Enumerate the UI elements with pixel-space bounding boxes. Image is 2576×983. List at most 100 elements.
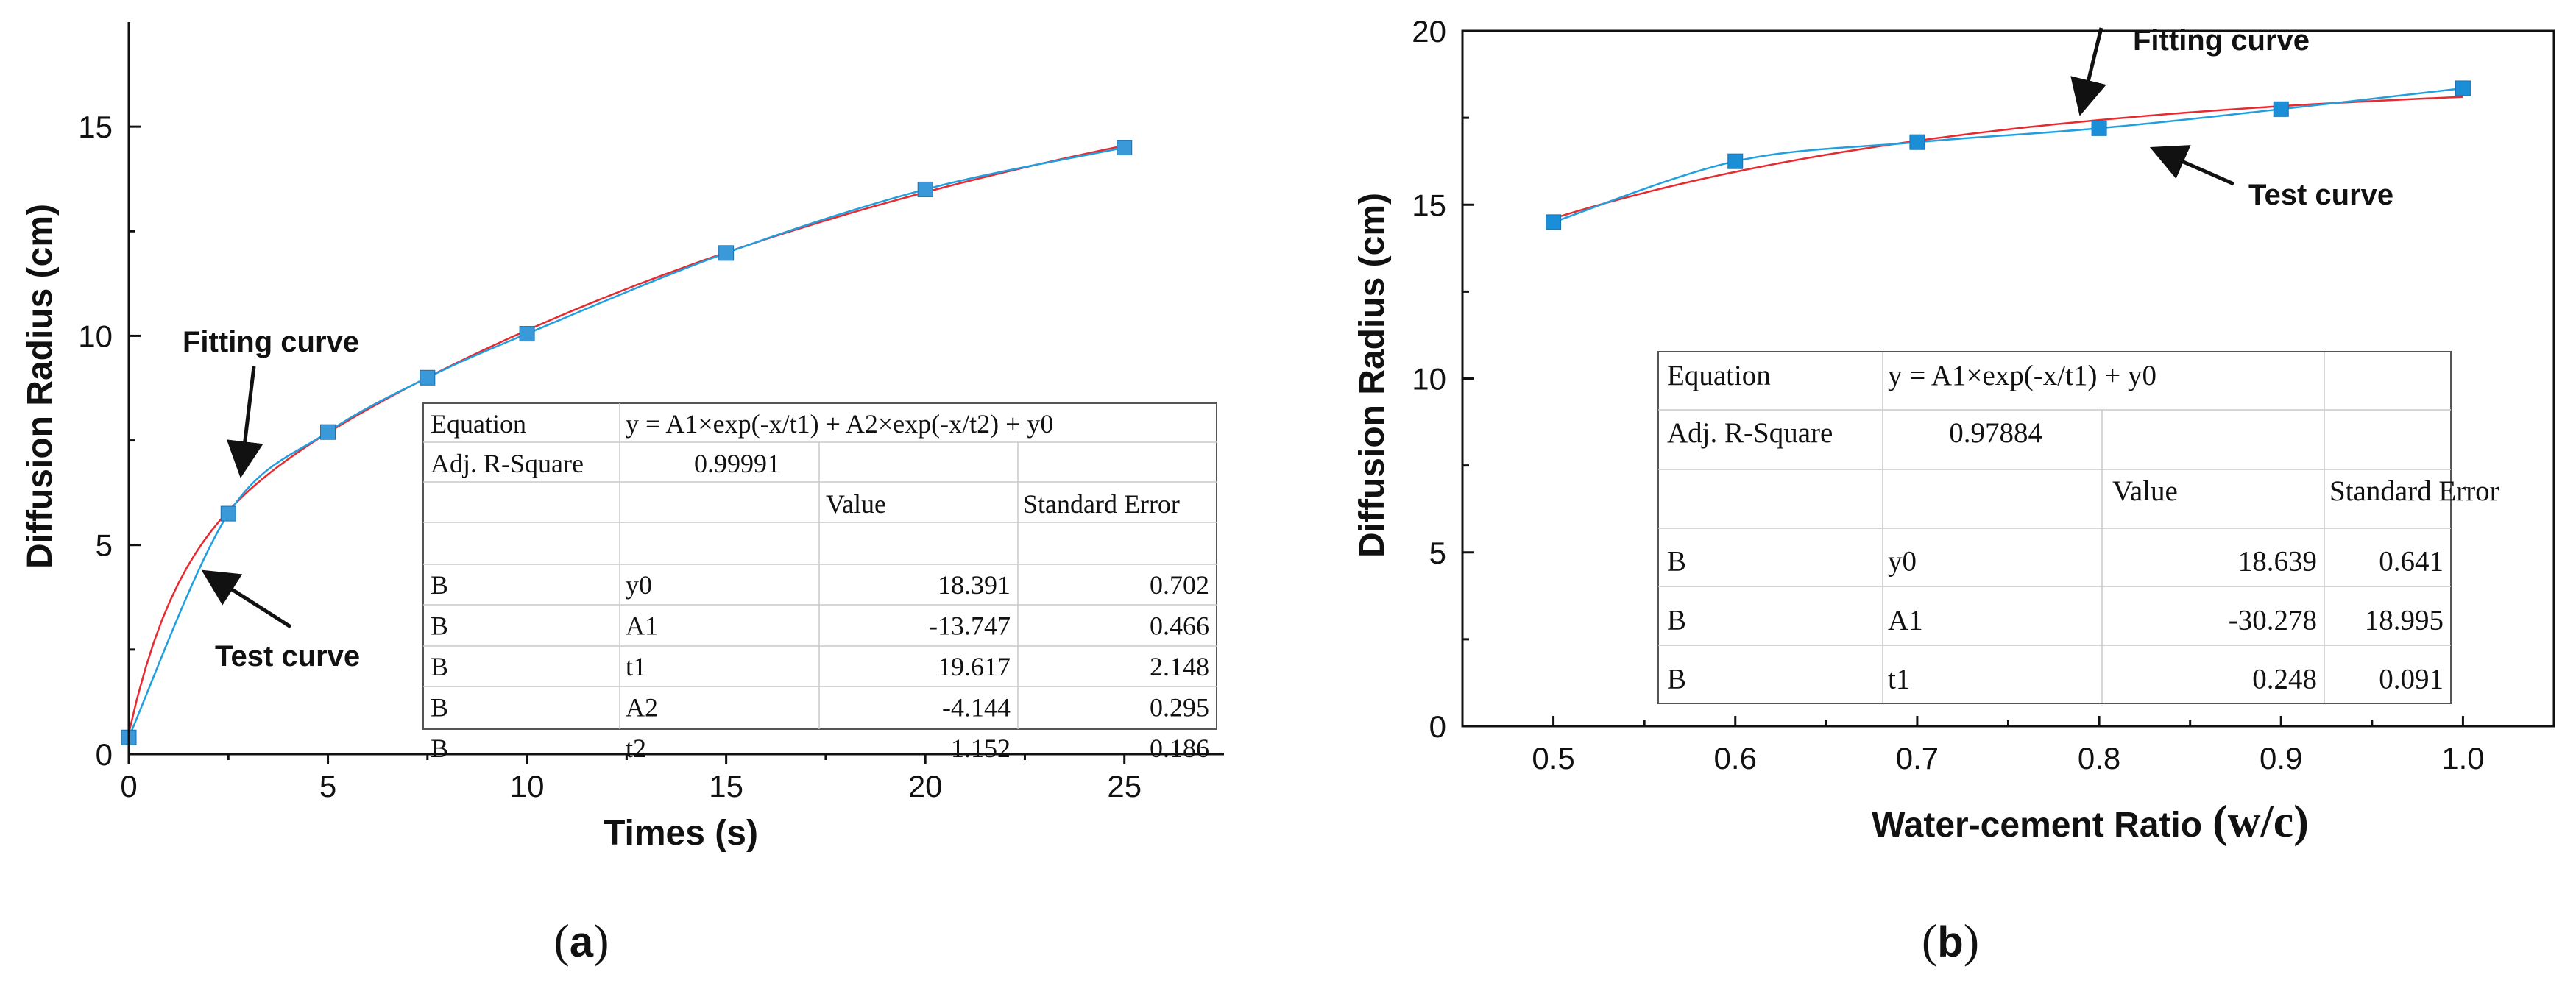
chart-b-caption: (b) [1922,915,1979,967]
chart-b-table-error: 18.995 [2365,605,2444,636]
chart-b-y-tick-label: 5 [1429,536,1446,570]
chart-b-axes: 0.5 0.6 0.7 0.8 0.9 1.0 0 5 10 15 20 [1412,14,2555,776]
chart-b-x-label-main: Water-cement Ratio [1872,806,2202,845]
chart-b-data-point [2455,80,2471,96]
chart-a-equation-label: Equation [431,409,526,439]
chart-a-fitting-curve [127,144,1125,734]
chart-a-table-row-label: B [431,692,448,722]
chart-b-y-tick-label: 0 [1429,709,1446,744]
chart-a-fit-table: Equation y = A1×exp(-x/t1) + A2×exp(-x/t… [422,402,1217,763]
chart-b-y-tick-label: 15 [1412,188,1446,222]
chart-a-data-point [519,326,535,342]
chart-b-data-point [2091,120,2107,136]
chart-a-data-point [1117,140,1133,156]
chart-a-x-label: Times (s) [604,814,758,853]
chart-b-test-arrow [2149,145,2235,186]
chart-a-y-tick-label: 5 [96,528,113,563]
chart-b-x-tick-label: 0.8 [2078,741,2120,776]
chart-b-test-curve-annotation: Test curve [2248,179,2393,211]
chart-b-table-value: 18.639 [2238,546,2317,578]
chart-a-data-point [420,369,436,386]
chart-a-table-value: -13.747 [929,611,1011,640]
chart-b-y-tick-label: 20 [1412,14,1446,49]
chart-a-y-label: Diffusion Radius (cm) [21,204,60,569]
chart-a-value-header: Value [826,489,886,519]
chart-a-table-row-label: B [431,652,448,681]
chart-a-table-error: 0.295 [1150,692,1209,722]
chart-b-curves [1553,87,2463,224]
chart-b-y-label: Diffusion Radius (cm) [1353,193,1392,558]
chart-a-y-tick-label: 0 [96,737,113,772]
chart-a-table-error: 0.186 [1150,734,1209,763]
chart-a: 0 5 10 15 20 25 0 5 10 15 Times (s) Diffusion Rad… [21,22,1224,967]
chart-b-x-label-unit: (w/c) [2212,797,2309,847]
chart-a-data-point [718,245,735,261]
chart-b-markers [1546,80,2471,230]
chart-a-adj-value: 0.99991 [694,449,780,478]
chart-a-adj-label: Adj. R-Square [431,449,584,478]
chart-a-axes: 0 5 10 15 20 25 0 5 10 15 [78,22,1224,803]
chart-a-test-curve-annotation: Test curve [215,640,360,673]
chart-b-table-param: t1 [1888,664,1910,695]
chart-a-y-tick-label: 10 [78,319,113,353]
chart-b-fitting-curve-annotation: Fitting curve [2133,24,2310,57]
chart-a-data-point [220,505,236,522]
chart-b-table-row-label: B [1667,605,1686,636]
chart-a-data-point [320,424,336,440]
chart-a-error-header: Standard Error [1023,489,1180,519]
chart-b-data-point [2273,101,2289,117]
chart-b-x-tick-label: 0.6 [1714,741,1757,776]
chart-b-data-point [1727,153,1744,169]
chart-b-x-tick-label: 0.7 [1896,741,1939,776]
chart-a-x-tick-label: 0 [120,769,137,803]
chart-a-x-tick-label: 25 [1107,769,1142,803]
chart-a-table-error: 0.466 [1150,611,1209,640]
chart-b-table-param: A1 [1888,605,1923,636]
chart-b-y-tick-label: 10 [1412,362,1446,397]
chart-a-caption-letter: a [570,918,594,966]
chart-a-table-value: -4.144 [942,692,1011,722]
chart-a-x-tick-label: 5 [319,769,336,803]
chart-b-value-header: Value [2112,475,2178,507]
chart-a-y-tick-label: 15 [78,110,113,144]
chart-b-x-tick-label: 1.0 [2441,741,2484,776]
chart-b-fitting-arrow [2070,27,2106,116]
chart-a-x-tick-label: 20 [908,769,943,803]
chart-a-x-tick-label: 10 [510,769,545,803]
chart-a-table-row-label: B [431,570,448,600]
chart-a-table-param: y0 [626,570,652,600]
chart-b-equation-label: Equation [1667,360,1771,391]
chart-a-table-value: 1.152 [951,734,1011,763]
chart-b-table-param: y0 [1888,546,1917,578]
chart-b-x-tick-label: 0.5 [1532,741,1574,776]
chart-a-x-tick-label: 15 [709,769,743,803]
chart-b-caption-letter: b [1937,918,1963,966]
chart-b-adj-label: Adj. R-Square [1667,417,1833,449]
chart-b-table-value: 0.248 [2252,664,2317,695]
chart-a-markers [121,140,1133,745]
chart-b-table-row-label: B [1667,546,1686,578]
chart-a-table-param: A2 [626,692,658,722]
chart-a-table-value: 18.391 [938,570,1011,600]
chart-a-test-arrow [201,569,292,629]
chart-a-table-row-label: B [431,611,448,640]
chart-b-error-header: Standard Error [2329,475,2499,507]
chart-b-fit-table: Equation y = A1×exp(-x/t1) + y0 Adj. R-S… [1657,351,2499,704]
chart-b-table-value: -30.278 [2229,605,2317,636]
chart-b-x-tick-label: 0.9 [2260,741,2302,776]
chart-b: 0.5 0.6 0.7 0.8 0.9 1.0 0 5 10 15 20 Water-cement … [1353,14,2555,967]
chart-a-table-row-label: B [431,734,448,763]
chart-b-table-error: 0.091 [2379,664,2444,695]
chart-b-data-point [1546,214,1562,230]
chart-b-equation: y = A1×exp(-x/t1) + y0 [1888,360,2156,391]
chart-b-adj-value: 0.97884 [1949,417,2042,449]
chart-b-test-curve [1553,87,2463,224]
chart-a-table-param: t2 [626,734,646,763]
chart-a-table-error: 2.148 [1150,652,1209,681]
chart-a-table-value: 19.617 [938,652,1011,681]
chart-b-data-point [1909,134,1925,150]
chart-a-caption: (a) [554,915,609,967]
chart-a-data-point [917,181,933,197]
chart-a-table-param: A1 [626,611,658,640]
